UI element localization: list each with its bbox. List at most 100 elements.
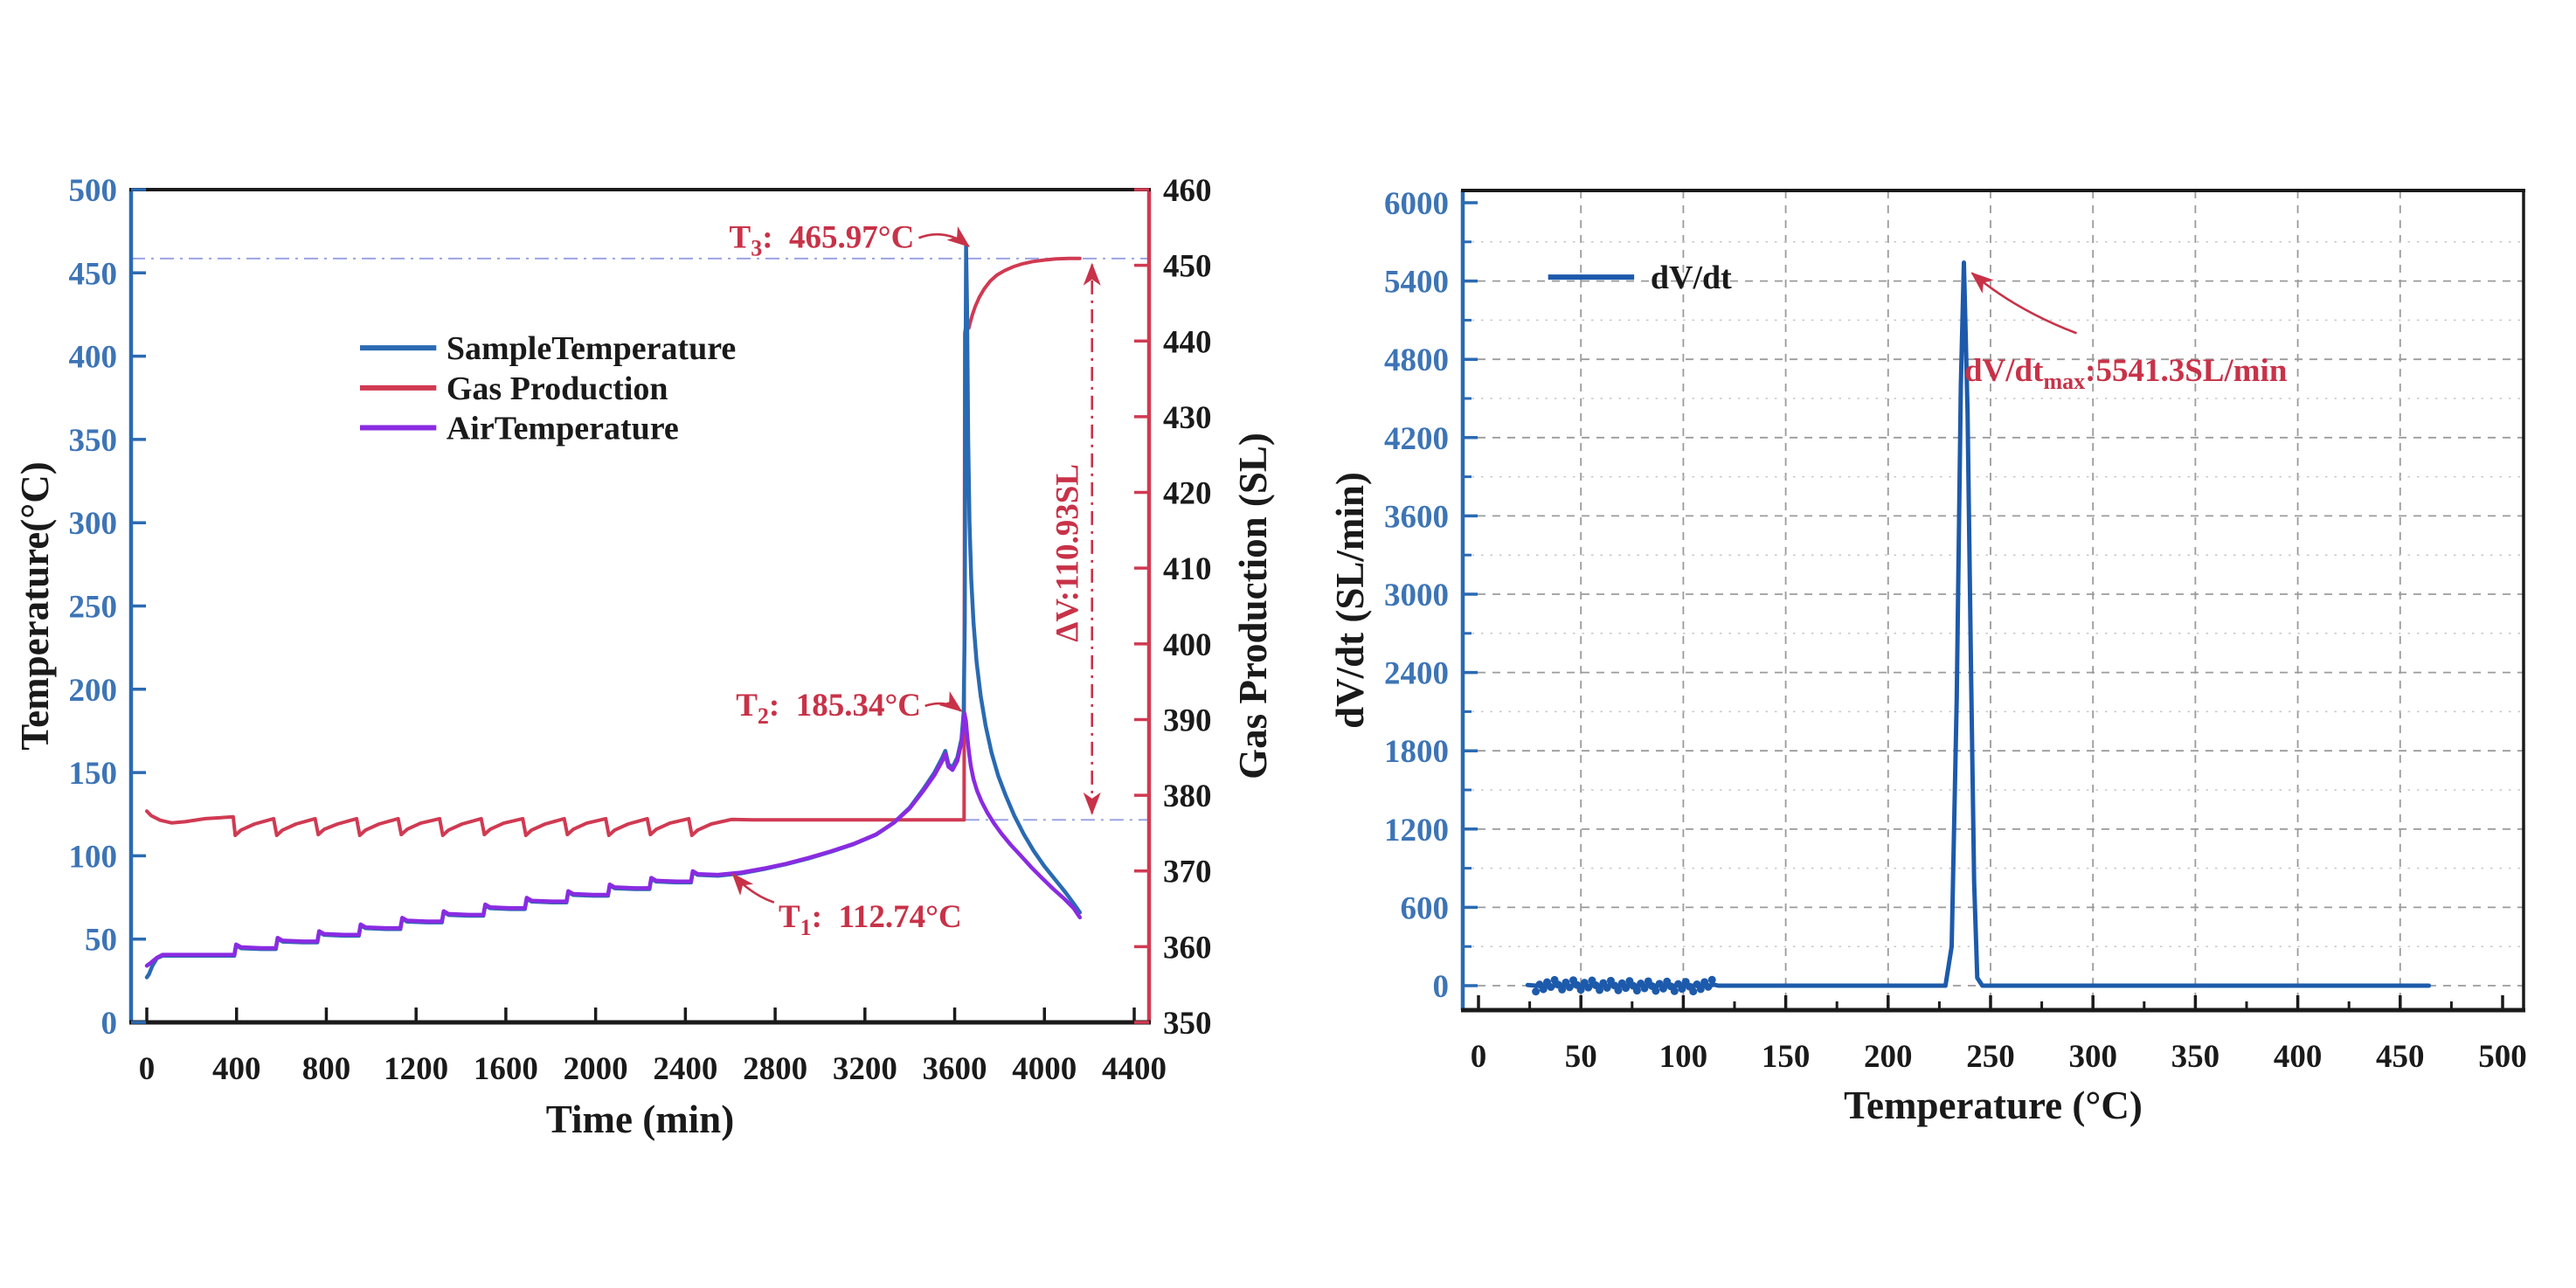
y-tick-label: 50	[85, 923, 117, 959]
legend-label: SampleTemperature	[447, 330, 736, 367]
annotation-text: T3: 465.97°C	[730, 219, 915, 260]
y2-tick-label: 380	[1163, 779, 1212, 814]
y2-tick-label: 370	[1163, 855, 1212, 890]
x-tick-label: 0	[139, 1051, 156, 1087]
y2-tick-label: 460	[1163, 173, 1212, 209]
y-tick-label: 600	[1401, 890, 1450, 926]
scatter-cluster	[1532, 975, 1716, 996]
y-tick-label: 500	[69, 173, 118, 209]
x-axis-title: Temperature (°C)	[1844, 1084, 2143, 1127]
y2-tick-label: 450	[1163, 249, 1212, 285]
y-tick-label: 5400	[1384, 265, 1449, 301]
legend-label: Gas Production	[447, 370, 668, 407]
y-tick-label: 3000	[1384, 578, 1449, 613]
x-tick-label: 3200	[833, 1051, 897, 1087]
annotation-t2: T2: 185.34°C	[736, 688, 963, 729]
y-tick-label: 350	[69, 423, 118, 459]
x-tick-label: 250	[1966, 1039, 2015, 1075]
annotation-text: T1: 112.74°C	[779, 899, 962, 940]
annotation-arrow	[731, 872, 775, 904]
y2-tick-label: 430	[1163, 400, 1212, 436]
x-tick-label: 800	[302, 1051, 351, 1087]
x-tick-label: 100	[1659, 1039, 1708, 1075]
x-tick-label: 0	[1471, 1039, 1487, 1075]
x-tick-label: 4400	[1102, 1051, 1167, 1087]
y-axis-title: Temperature(°C)	[13, 461, 57, 750]
x-axis-title: Time (min)	[546, 1098, 734, 1141]
y-tick-label: 4200	[1384, 421, 1449, 457]
y2-tick-label: 410	[1163, 551, 1212, 587]
legend-item-sampletemperature: SampleTemperature	[359, 330, 736, 367]
y2-tick-label: 350	[1163, 1006, 1212, 1042]
x-tick-label: 150	[1762, 1039, 1811, 1075]
y-tick-label: 0	[1433, 969, 1450, 1005]
x-tick-label: 200	[1864, 1039, 1913, 1075]
y-tick-label: 200	[69, 673, 118, 709]
x-tick-label: 3600	[923, 1051, 987, 1087]
x-tick-label: 2000	[564, 1051, 628, 1087]
legend-label: AirTemperature	[447, 411, 679, 447]
right-chart: 0 50 100 150 200 250 300 350 400 450 500 0 600 1200 18…	[1328, 186, 2527, 1127]
x-axis-ticks: 0 50 100 150 200 250 300 350 400 450 500	[1471, 995, 2527, 1075]
x-tick-label: 50	[1565, 1039, 1597, 1075]
x-tick-label: 4000	[1012, 1051, 1077, 1087]
legend-label: dV/dt	[1651, 260, 1732, 296]
series-dv-dt	[1525, 260, 2432, 988]
annotation-text: dV/dtmax:5541.3SL/min	[1964, 353, 2288, 394]
y2-tick-label: 390	[1163, 703, 1212, 738]
y-axis-right-title: Gas Production (SL)	[1231, 433, 1275, 779]
y-axis-left-ticks: 0 600 1200 1800 2400 3000 3600 4200 4800 5400 6000	[1384, 186, 1478, 1005]
delta-v-label: ΔV:110.93SL	[1049, 464, 1085, 642]
annotation-dvdt-max: dV/dtmax:5541.3SL/min	[1964, 272, 2288, 394]
annotation-t3: T3: 465.97°C	[730, 219, 971, 260]
annotation-t1: T1: 112.74°C	[731, 872, 962, 940]
y-tick-label: 0	[101, 1006, 118, 1042]
y-axis-left-ticks: 0 50 100 150 200 250 300 350 400 450 500	[69, 173, 146, 1042]
y-axis-title: dV/dt (SL/min)	[1328, 472, 1372, 729]
y-tick-label: 250	[69, 590, 118, 626]
x-axis-ticks: 0 400 800 1200 1600 2000 2400 2800 3200 3600 4000 4…	[139, 1008, 1167, 1087]
left-chart: 0 400 800 1200 1600 2000 2400 2800 3200 3600 4000 4…	[13, 173, 1275, 1141]
series-airtemperature	[144, 711, 1083, 968]
x-tick-label: 1600	[474, 1051, 538, 1087]
x-tick-label: 400	[2274, 1039, 2323, 1075]
annotation-arrow	[918, 226, 971, 248]
y2-tick-label: 400	[1163, 627, 1212, 663]
y2-tick-label: 360	[1163, 930, 1212, 966]
x-tick-label: 2400	[653, 1051, 717, 1087]
y-tick-label: 6000	[1384, 186, 1449, 222]
x-tick-label: 350	[2171, 1039, 2220, 1075]
y-tick-label: 300	[69, 506, 118, 542]
x-tick-label: 400	[212, 1051, 261, 1087]
x-tick-label: 450	[2376, 1039, 2425, 1075]
y-tick-label: 4800	[1384, 343, 1449, 378]
annotation-delta-v: ΔV:110.93SL	[1049, 262, 1101, 815]
x-tick-label: 300	[2068, 1039, 2117, 1075]
legend-item-airtemperature: AirTemperature	[359, 411, 679, 447]
series-gas-production	[145, 256, 1082, 837]
annotation-text: T2: 185.34°C	[736, 688, 921, 729]
x-tick-label: 500	[2478, 1039, 2527, 1075]
gridlines	[1463, 190, 2524, 1010]
y-tick-label: 2400	[1384, 656, 1449, 692]
y-tick-label: 100	[69, 839, 118, 875]
y-tick-label: 450	[69, 256, 118, 292]
legend-item-dv-dt: dV/dt	[1548, 260, 1732, 296]
y2-tick-label: 440	[1163, 324, 1212, 360]
y-tick-label: 3600	[1384, 499, 1449, 535]
y-axis-right-ticks: 350 360 370 380 390 400 410 420 430 440 450 460	[1134, 173, 1212, 1042]
legend-item-gas-production: Gas Production	[359, 370, 668, 407]
y2-tick-label: 420	[1163, 476, 1212, 512]
x-tick-label: 1200	[384, 1051, 448, 1087]
x-tick-label: 2800	[743, 1051, 807, 1087]
y-tick-label: 1200	[1384, 813, 1449, 848]
legend: dV/dt	[1548, 260, 1732, 296]
annotation-arrow	[924, 691, 963, 712]
y-tick-label: 400	[69, 340, 118, 376]
annotation-arrow	[1970, 272, 2077, 335]
y-tick-label: 1800	[1384, 734, 1449, 770]
y-tick-label: 150	[69, 756, 118, 792]
